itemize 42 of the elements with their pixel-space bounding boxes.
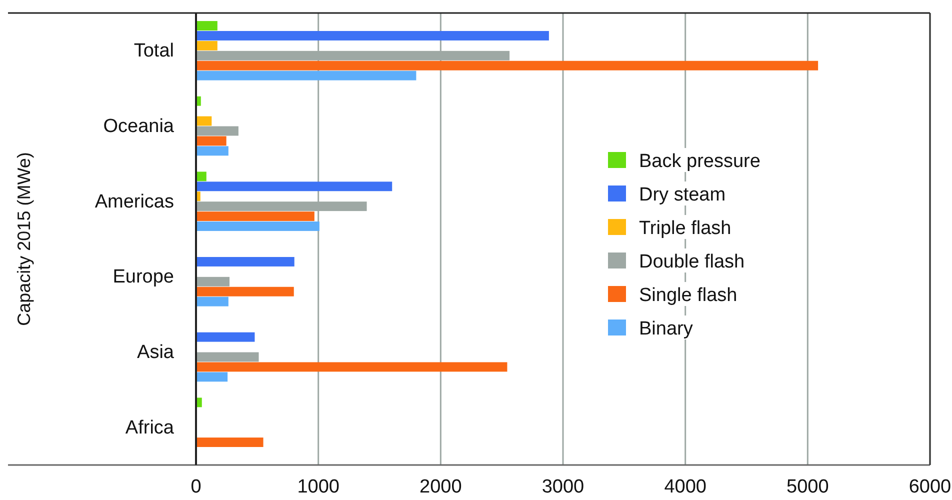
bar bbox=[196, 146, 228, 156]
bar bbox=[196, 126, 238, 136]
bar bbox=[196, 332, 255, 342]
bar bbox=[196, 222, 320, 231]
y-tick-label: Total bbox=[134, 40, 174, 62]
legend-label: Triple flash bbox=[639, 218, 732, 239]
bar bbox=[196, 286, 294, 296]
x-tick-label: 3000 bbox=[542, 476, 584, 498]
x-tick-label: 4000 bbox=[664, 476, 706, 498]
bar bbox=[196, 438, 264, 448]
legend-label: Back pressure bbox=[639, 151, 760, 172]
x-tick-label: 1000 bbox=[297, 476, 340, 498]
legend-label: Single flash bbox=[639, 285, 738, 306]
x-tick-label: 2000 bbox=[420, 476, 462, 498]
bar bbox=[196, 256, 294, 266]
bar bbox=[196, 136, 226, 146]
bar bbox=[196, 296, 228, 306]
bar bbox=[196, 172, 206, 182]
y-tick-label: Asia bbox=[137, 342, 174, 363]
bar bbox=[196, 30, 549, 40]
bar bbox=[196, 352, 259, 362]
y-tick-label: Europe bbox=[112, 266, 174, 288]
x-tick-label: 5000 bbox=[786, 476, 829, 498]
legend-label: Double flash bbox=[639, 252, 745, 272]
y-tick-label: Americas bbox=[94, 191, 174, 212]
y-axis-title: Capacity 2015 (MWe) bbox=[14, 152, 34, 326]
legend-label: Binary bbox=[639, 318, 694, 340]
y-tick-label: Oceania bbox=[103, 116, 174, 137]
legend-label: Dry steam bbox=[639, 184, 726, 206]
bar bbox=[196, 60, 818, 70]
bar bbox=[196, 372, 228, 382]
bar bbox=[196, 116, 212, 126]
x-tick-label: 6000 bbox=[908, 476, 952, 498]
bar bbox=[196, 21, 218, 30]
bar bbox=[196, 182, 392, 192]
y-tick-label: Africa bbox=[125, 417, 174, 438]
bar bbox=[196, 70, 416, 80]
bar bbox=[196, 40, 218, 50]
bar bbox=[196, 362, 508, 372]
bar bbox=[196, 212, 314, 222]
x-tick-label: 0 bbox=[190, 476, 202, 498]
bar bbox=[196, 276, 230, 286]
